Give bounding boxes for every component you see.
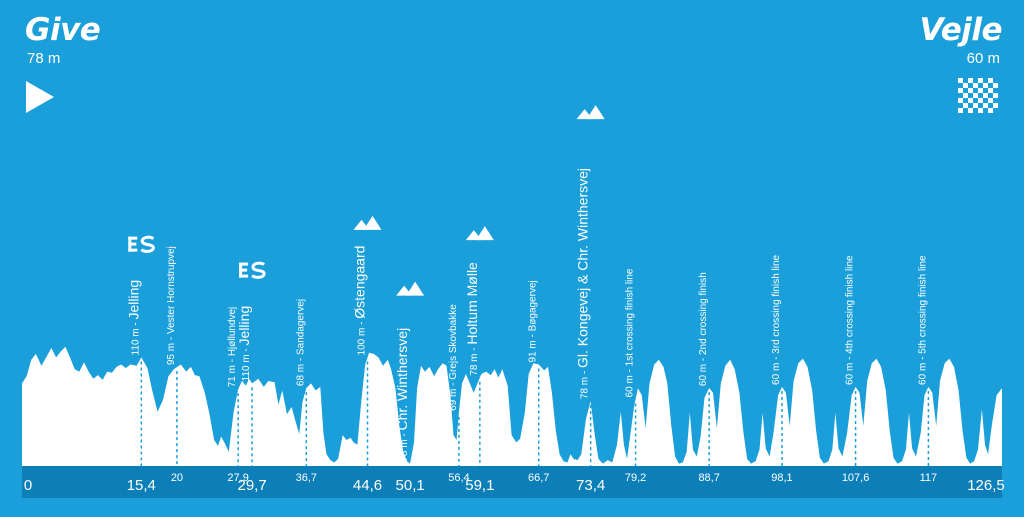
km-tick-label: 88,7: [698, 472, 719, 484]
waypoint-label-minor: 110 m -: [130, 320, 141, 356]
start-altitude: 78 m: [27, 50, 61, 67]
waypoint-label: 60 m - 2nd crossing finish: [698, 272, 709, 386]
sprint-icon: [128, 235, 155, 253]
waypoint-label-minor: 110 m -: [241, 345, 252, 381]
finish-altitude: 60 m: [966, 50, 1000, 67]
waypoint-label-major: Holtum Mølle: [464, 262, 480, 345]
waypoint-label-minor: 91 m - Bøgagervej: [528, 280, 539, 362]
km-tick-label: 126,5: [967, 477, 1005, 494]
waypoint-label-major: Gl. Kongevej & Chr. Winthersvej: [575, 168, 591, 368]
waypoint-label-minor: 95 m - Vester Hornstrupvej: [166, 246, 177, 365]
waypoint-label: 68 m - Sandagervej: [295, 299, 306, 386]
waypoint-label-minor: 60 m - 3rd crossing finish line: [771, 254, 782, 384]
waypoint-label-minor: 100 m -: [357, 319, 368, 356]
km-tick-label: 20: [171, 472, 183, 484]
km-tick-labels: 0 15,4 20 27,929,7 36,7 44,6 50,1 56,459,1 66,7 7…: [24, 472, 1005, 494]
climb-icon: [465, 226, 494, 241]
waypoint-labels: 110 m - Jelling 95 m - Vester Hornstrupve…: [125, 105, 928, 462]
km-tick-label: 36,7: [296, 472, 317, 484]
checkered-flag-icon: [958, 78, 998, 113]
km-tick-label: 79,2: [625, 472, 646, 484]
km-tick-label: 117: [920, 472, 938, 484]
waypoint-label: 69 m - Grejs Skovbakke: [448, 304, 459, 411]
waypoint-label: 60 m - 5th crossing finish line: [917, 255, 928, 385]
waypoint-label: 95 m - Vester Hornstrupvej: [166, 246, 177, 365]
waypoint-label-major: Jelling: [236, 306, 252, 346]
waypoint-label-minor: 60 m - 4th crossing finish line: [845, 255, 856, 385]
finish-city: Vejle: [919, 12, 1002, 48]
km-tick-label: 59,1: [465, 477, 494, 494]
sprint-icon: [239, 261, 266, 279]
km-tick-label: 15,4: [127, 477, 156, 494]
waypoint-label-minor: 78 m -: [469, 345, 480, 376]
start-city: Give: [25, 12, 101, 48]
waypoint-label: 60 m - 1st crossing finish line: [625, 268, 636, 397]
waypoint-markers: [140, 361, 930, 468]
km-tick-label: 56,4: [448, 472, 469, 484]
km-tick-label: 66,7: [528, 472, 549, 484]
waypoint-label: 78 m - Chr. Winthersvej: [394, 328, 410, 462]
waypoint-label-minor: 60 m - 2nd crossing finish: [698, 272, 709, 386]
waypoint-label-minor: 71 m - Hjøllundvej: [227, 307, 238, 388]
waypoint-label-minor: 68 m - Sandagervej: [295, 299, 306, 386]
waypoint-label: 100 m - Østengaard: [352, 246, 368, 356]
waypoint-label-minor: 60 m - 5th crossing finish line: [917, 255, 928, 385]
waypoint-label: 91 m - Bøgagervej: [528, 280, 539, 362]
km-axis-strip: [22, 466, 1002, 498]
km-tick-label: 73,4: [576, 477, 605, 494]
km-tick-label: 107,6: [842, 472, 870, 484]
waypoint-label-minor: 69 m - Grejs Skovbakke: [448, 304, 459, 411]
waypoint-label-minor: 78 m -: [399, 431, 410, 462]
climb-icon: [353, 215, 382, 230]
km-tick-label: 50,1: [396, 477, 425, 494]
waypoint-label-minor: 60 m - 1st crossing finish line: [625, 268, 636, 397]
waypoint-label: 60 m - 3rd crossing finish line: [771, 254, 782, 384]
waypoint-label: 71 m - Hjøllundvej: [227, 307, 238, 388]
km-tick-label: 27,9: [227, 472, 248, 484]
waypoint-label: 60 m - 4th crossing finish line: [845, 255, 856, 385]
km-tick-label: 0: [24, 477, 32, 494]
waypoint-label-major: Jelling: [125, 280, 141, 320]
waypoint-label: 78 m - Holtum Mølle: [464, 262, 480, 376]
waypoint-label-minor: 78 m -: [580, 368, 591, 399]
waypoint-label: 110 m - Jelling: [125, 280, 141, 356]
km-tick-label: 98,1: [771, 472, 792, 484]
waypoint-label-major: Chr. Winthersvej: [394, 328, 410, 431]
km-tick-label: 44,6: [353, 477, 382, 494]
climb-icon: [396, 281, 425, 296]
start-arrow-icon: [26, 81, 54, 113]
elevation-profile-area: [22, 346, 1002, 466]
climb-icon: [576, 105, 605, 120]
waypoint-label: 110 m - Jelling: [236, 306, 252, 382]
km-tick-label: 29,7: [237, 477, 266, 494]
waypoint-label-major: Østengaard: [352, 246, 368, 319]
waypoint-label: 78 m - Gl. Kongevej & Chr. Winthersvej: [575, 168, 591, 399]
